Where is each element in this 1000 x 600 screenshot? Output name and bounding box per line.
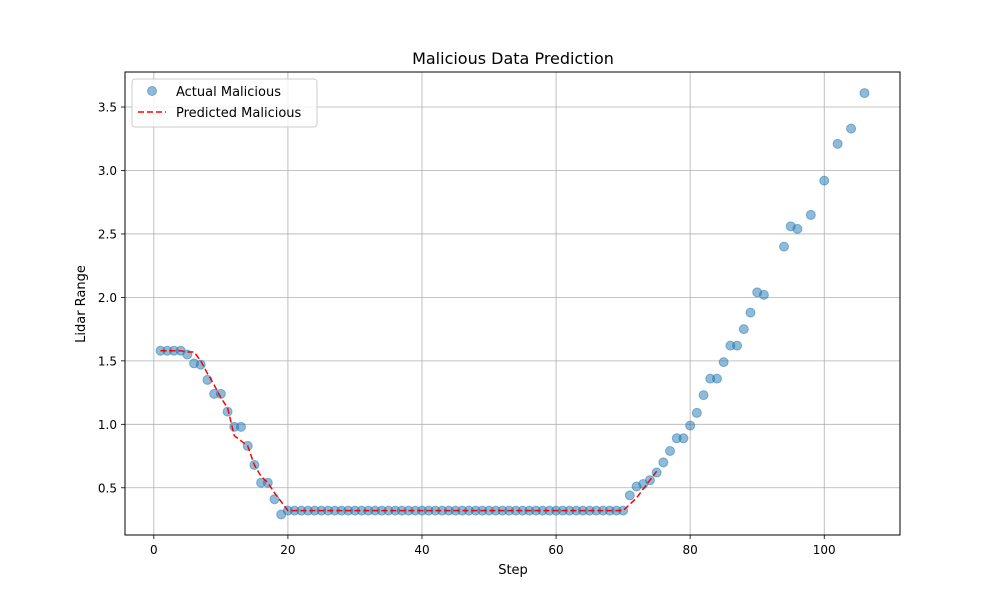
x-axis-label: Step [498,563,528,578]
actual-malicious-point [819,175,830,186]
actual-malicious-point [658,457,669,468]
actual-malicious-point [758,289,769,300]
y-tick-label: 1.5 [98,354,117,368]
grid [125,72,900,535]
actual-malicious-point [792,223,803,234]
plot-area-frame [124,71,901,536]
legend-marker-actual [147,86,157,96]
x-tick-label: 60 [548,543,563,557]
x-tick-label: 80 [683,543,698,557]
actual-malicious-point [665,445,676,456]
y-tick-label: 1.0 [98,418,117,432]
x-tick-label: 100 [813,543,836,557]
plot-data [155,88,870,520]
x-tick-label: 40 [414,543,429,557]
actual-malicious-point [215,388,226,399]
actual-malicious-point [738,324,749,335]
actual-malicious-point [832,138,843,149]
y-tick-label: 2.0 [98,291,117,305]
x-tick-label: 20 [280,543,295,557]
actual-malicious-point [222,406,233,417]
actual-malicious-point [745,307,756,318]
x-tick-label: 0 [150,543,158,557]
actual-malicious-point [718,357,729,368]
actual-malicious-point [195,359,206,370]
actual-malicious-point [235,421,246,432]
y-tick-label: 0.5 [98,481,117,495]
actual-malicious-point [698,390,709,401]
predicted-malicious-line [160,349,658,512]
actual-malicious-point [624,490,635,501]
actual-malicious-point [711,373,722,384]
chart-title: Malicious Data Prediction [412,49,614,68]
actual-malicious-point [805,209,816,220]
actual-malicious-point [691,407,702,418]
legend-label-predicted: Predicted Malicious [176,106,302,121]
y-tick-label: 2.5 [98,227,117,241]
y-axis-label: Lidar Range [74,265,89,343]
legend-box [131,78,318,128]
axis-ticks: 0 20 40 60 80 100 0.5 1.0 1.5 2.0 2.5 3.0 3.5 [98,101,836,557]
actual-malicious-point [685,420,696,431]
actual-malicious-point [859,88,870,99]
actual-malicious-point [678,433,689,444]
legend: Actual Malicious Predicted Malicious [131,78,318,128]
actual-malicious-point [846,123,857,134]
legend-label-actual: Actual Malicious [176,85,281,100]
actual-malicious-point [732,340,743,351]
y-tick-label: 3.0 [98,164,117,178]
actual-malicious-point [779,241,790,252]
y-tick-label: 3.5 [98,101,117,115]
